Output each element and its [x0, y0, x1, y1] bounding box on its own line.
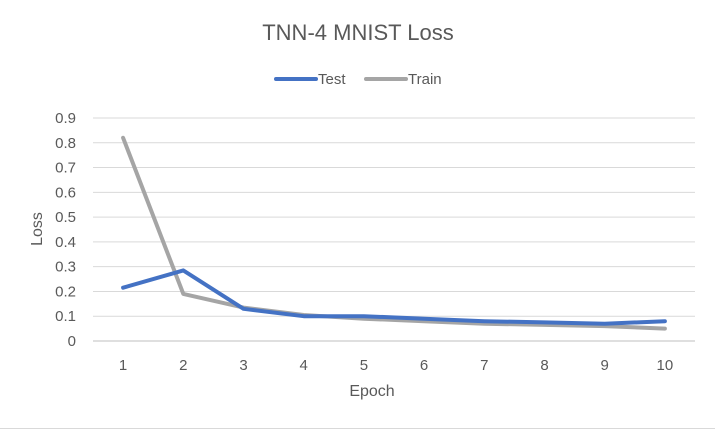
y-tick-label: 0.6 — [55, 184, 76, 201]
grid-lines — [93, 117, 695, 342]
y-tick-label: 0.3 — [55, 259, 76, 276]
chart-title: TNN-4 MNIST Loss — [262, 20, 454, 45]
series-line-train — [121, 135, 667, 331]
y-tick-label: 0.1 — [55, 308, 76, 325]
y-tick-label: 0.8 — [55, 135, 76, 152]
series-layer — [121, 135, 667, 331]
x-tick-label: 8 — [540, 357, 548, 374]
legend: Test Train — [274, 71, 442, 88]
x-tick-label: 1 — [119, 357, 127, 374]
x-tick-label: 9 — [601, 357, 609, 374]
y-tick-label: 0 — [68, 333, 76, 350]
y-tick-label: 0.5 — [55, 209, 76, 226]
y-tick-label: 0.2 — [55, 283, 76, 300]
y-axis-ticks: 0 0.1 0.2 0.3 0.4 0.5 0.6 0.7 0.8 0.9 — [55, 110, 76, 350]
x-axis-ticks: 1 2 3 4 5 6 7 8 9 10 — [119, 357, 673, 374]
y-tick-label: 0.4 — [55, 234, 76, 251]
x-tick-label: 3 — [239, 357, 247, 374]
x-tick-label: 4 — [300, 357, 308, 374]
x-axis-label: Epoch — [349, 383, 394, 400]
x-tick-label: 10 — [657, 357, 674, 374]
x-tick-label: 2 — [179, 357, 187, 374]
y-tick-label: 0.9 — [55, 110, 76, 127]
x-tick-label: 6 — [420, 357, 428, 374]
series-line-test — [121, 268, 667, 326]
legend-label-train: Train — [408, 71, 442, 88]
y-axis-label: Loss — [29, 212, 46, 246]
x-tick-label: 7 — [480, 357, 488, 374]
y-tick-label: 0.7 — [55, 160, 76, 177]
x-tick-label: 5 — [360, 357, 368, 374]
bottom-divider — [0, 428, 715, 429]
legend-label-test: Test — [318, 71, 346, 88]
